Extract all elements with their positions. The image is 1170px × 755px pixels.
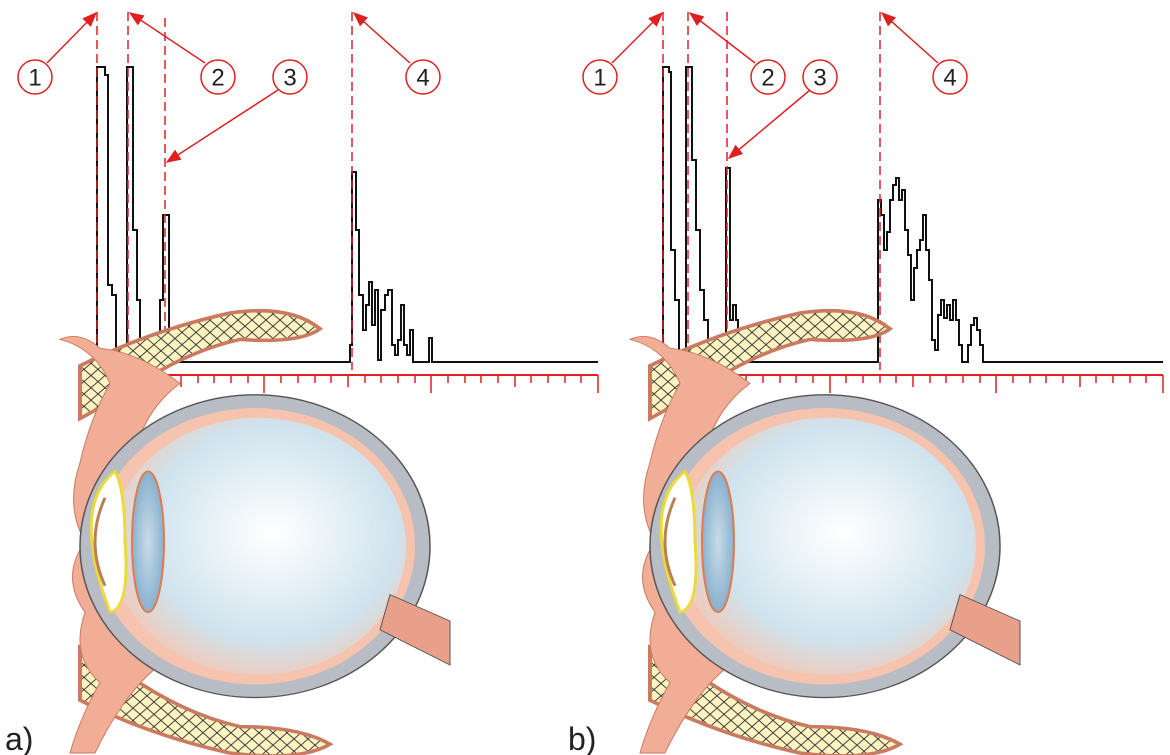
arrow [882, 13, 938, 63]
marker-label: 1 [28, 65, 41, 92]
eye-diagram [60, 311, 450, 755]
figure: 1 2 3 4 a) 1 2 3 4 b) [0, 0, 1170, 755]
arrow [167, 90, 278, 162]
arrow [130, 13, 205, 63]
marker-label: 2 [761, 65, 774, 92]
echo-trace [663, 67, 1163, 362]
marker-label: 2 [211, 65, 224, 92]
marker-label: 4 [416, 65, 429, 92]
panel-label: a) [5, 721, 33, 755]
eye-diagram [630, 311, 1020, 755]
arrow [612, 13, 662, 63]
panel-a: 1 2 3 4 a) [5, 12, 598, 755]
marker-label: 1 [593, 65, 606, 92]
panel-b: 1 2 3 4 b) [568, 12, 1163, 755]
arrow [690, 13, 755, 63]
marker-label: 3 [283, 65, 296, 92]
marker-label: 3 [813, 65, 826, 92]
arrow [729, 90, 810, 158]
arrow [47, 13, 96, 63]
arrow [354, 13, 410, 63]
panel-label: b) [568, 721, 596, 755]
marker-label: 4 [943, 65, 956, 92]
echo-trace [97, 67, 598, 362]
